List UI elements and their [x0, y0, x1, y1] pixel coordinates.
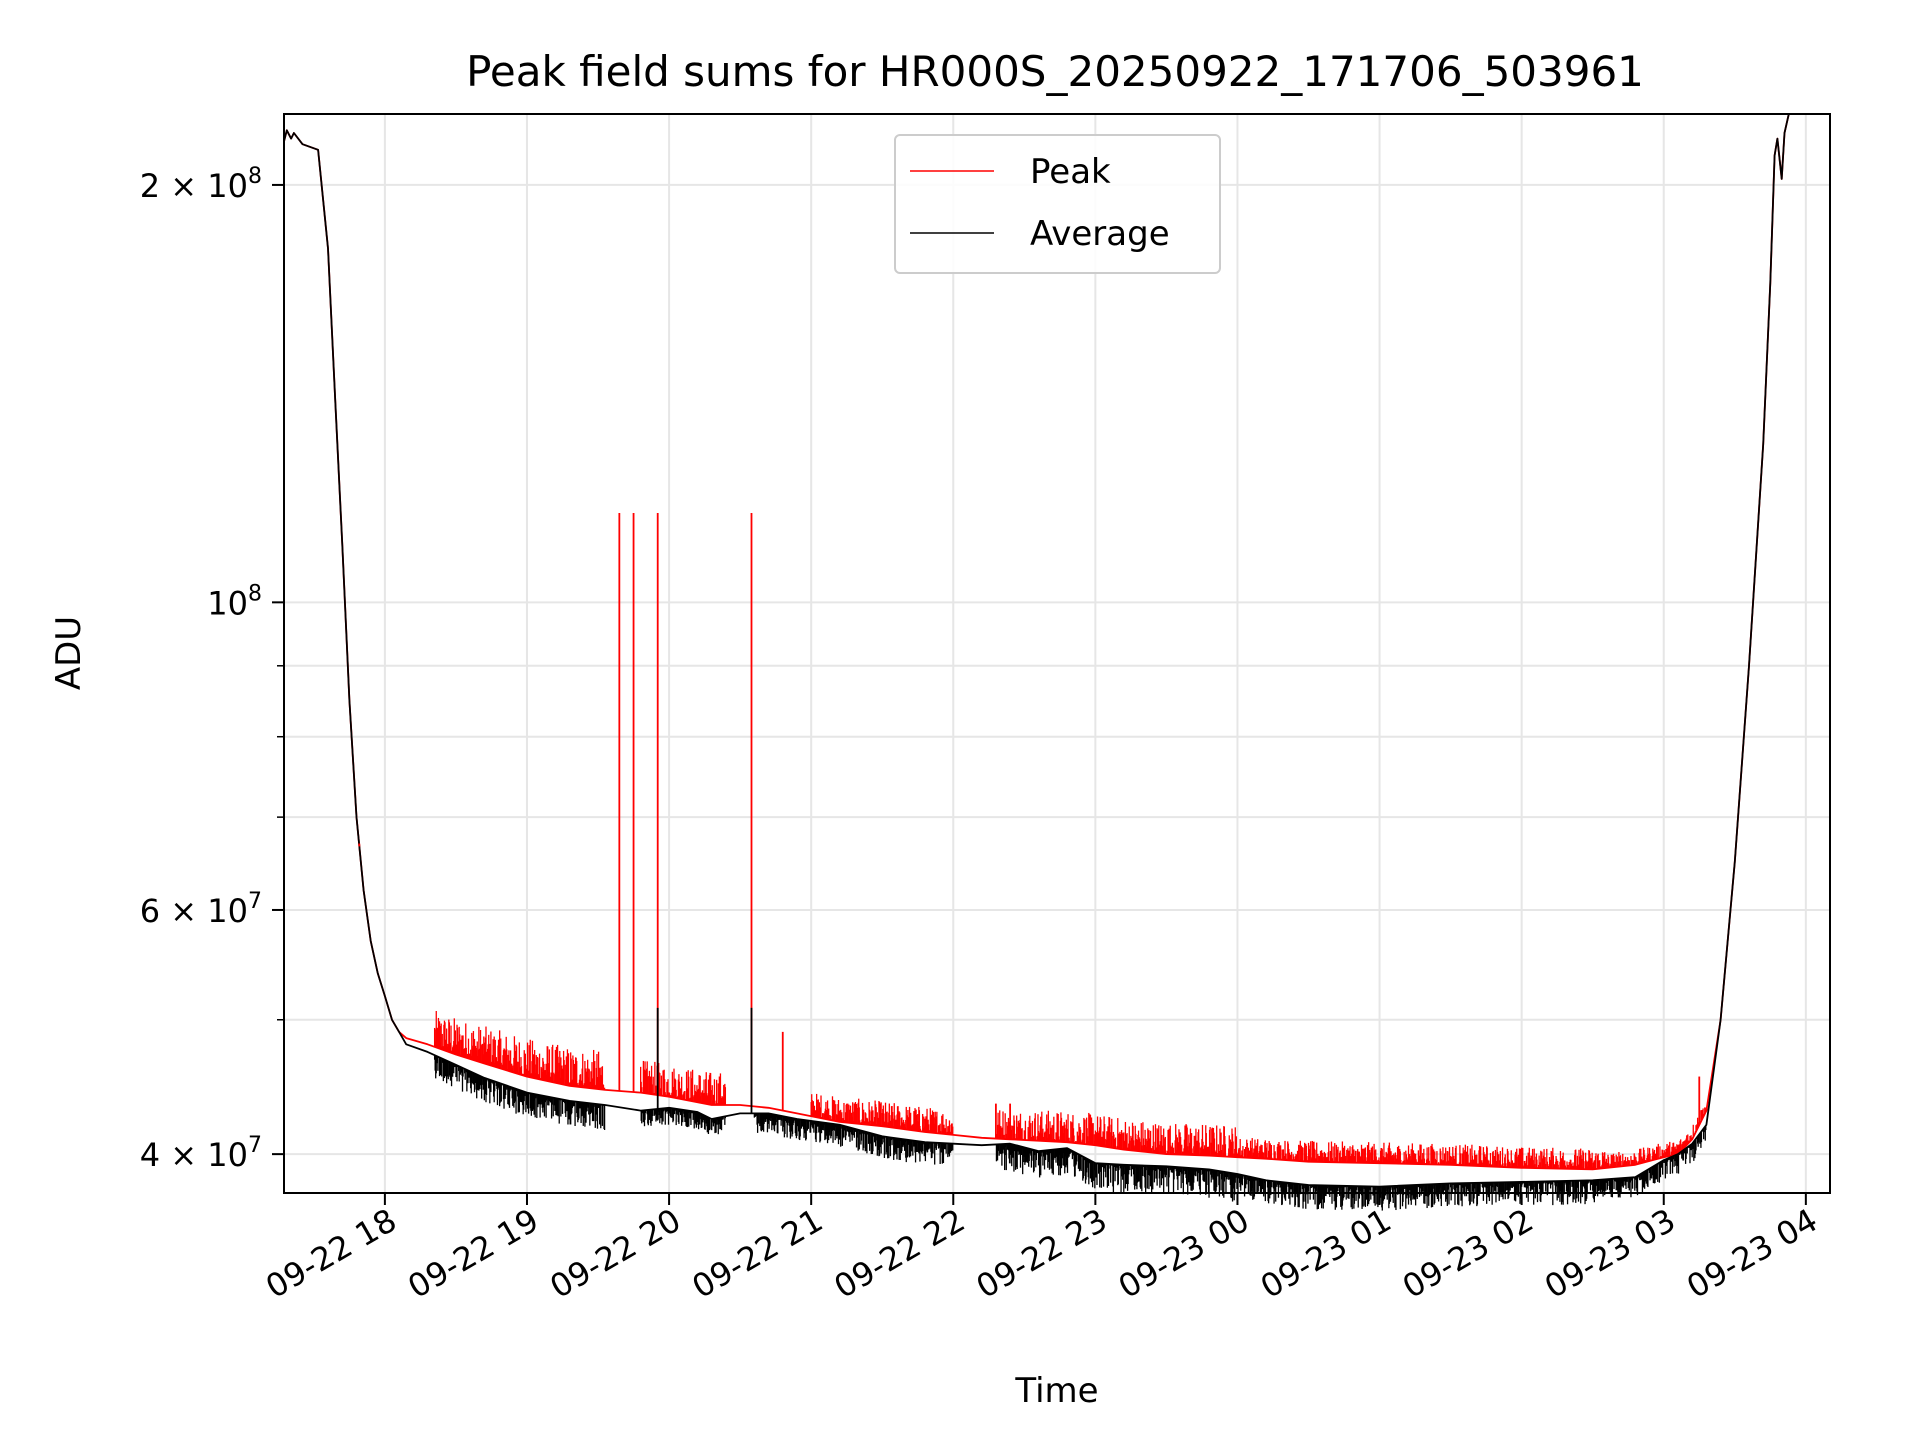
chart-title: Peak field sums for HR000S_20250922_1717… [466, 47, 1644, 96]
legend-average-label: Average [1030, 214, 1170, 254]
legend-box [894, 134, 1221, 274]
y-axis-label: ADU [49, 616, 89, 690]
y-tick-label: 6 × 107 [140, 889, 262, 930]
legend: Peak Average [894, 134, 1221, 274]
y-axis-ticks: 4 × 107 6 × 107 108 2 × 108 [140, 164, 284, 1174]
plot-frame [283, 113, 1831, 1194]
y-tick-label: 4 × 107 [140, 1133, 262, 1174]
average-series-line [283, 113, 1795, 1188]
series-lines [283, 113, 1795, 1188]
y-tick-label: 2 × 108 [140, 164, 262, 205]
spike-marks [358, 512, 1701, 1140]
y-tick-label: 108 [207, 581, 262, 622]
x-axis-label: Time [1014, 1371, 1098, 1411]
peak-noise-band [433, 1010, 1707, 1170]
legend-peak-label: Peak [1030, 152, 1111, 192]
